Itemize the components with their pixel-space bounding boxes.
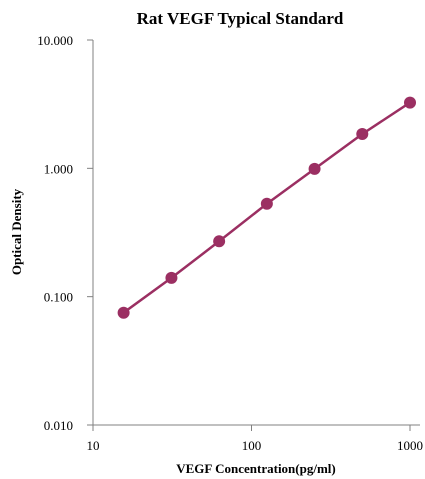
x-tick-label: 10: [87, 438, 100, 453]
y-ticks: 0.010 0.100 1.000 10.000: [37, 33, 93, 433]
y-tick-label: 0.100: [44, 290, 73, 305]
data-point: [260, 197, 273, 210]
y-tick-label: 1.000: [44, 161, 73, 176]
data-point: [213, 235, 226, 248]
data-point: [117, 306, 130, 319]
data-point: [356, 128, 369, 141]
x-axis-label: VEGF Concentration(pg/ml): [176, 461, 335, 476]
x-tick-label: 100: [242, 438, 262, 453]
y-tick-label: 0.010: [44, 418, 73, 433]
data-point: [308, 162, 321, 175]
y-tick-label: 10.000: [37, 33, 73, 48]
data-point: [404, 96, 416, 109]
x-tick-label: 1000: [397, 438, 423, 453]
data-point: [165, 271, 178, 284]
x-ticks: 10 100 1000: [87, 425, 423, 453]
chart-title: Rat VEGF Typical Standard: [137, 9, 344, 28]
y-axis-label: Optical Density: [9, 188, 24, 275]
data-points: [117, 96, 416, 319]
